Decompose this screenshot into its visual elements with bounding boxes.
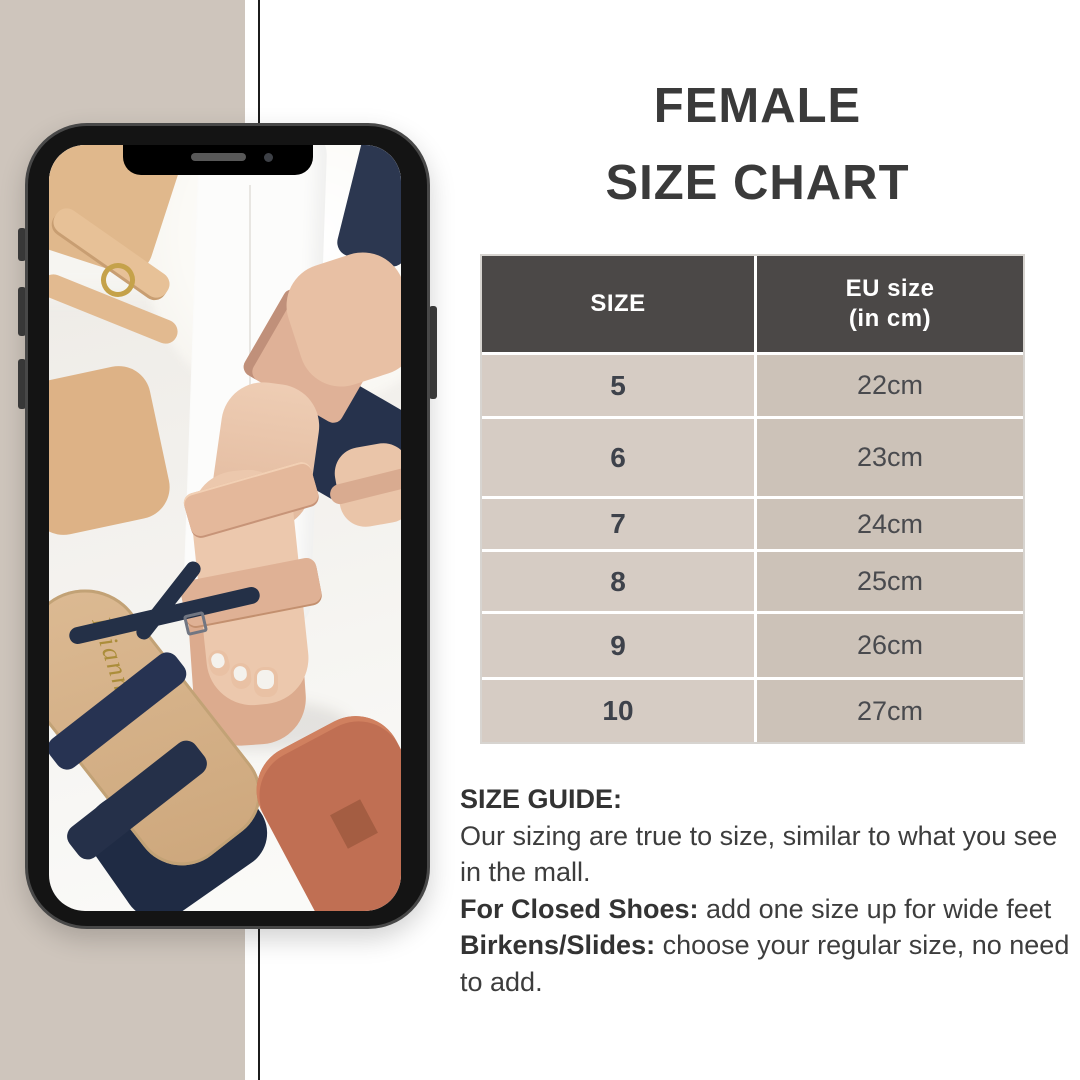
- mute-switch: [18, 228, 26, 261]
- volume-down-button: [18, 359, 26, 409]
- size-guide-closed-shoes: For Closed Shoes: add one size up for wi…: [460, 893, 1052, 924]
- column-header-size: SIZE: [482, 256, 754, 352]
- table-cell-eu: 27cm: [757, 680, 1023, 742]
- speaker-grill: [191, 153, 246, 161]
- column-header-eu-size: EU size (in cm): [757, 256, 1023, 352]
- size-chart-table: SIZE EU size (in cm) 5 22cm 6 23cm 7 24c…: [480, 254, 1025, 744]
- photo-pant-crease: [249, 185, 251, 485]
- power-button: [429, 306, 437, 399]
- table-cell-size: 10: [482, 680, 754, 742]
- table-cell-eu: 25cm: [757, 552, 1023, 611]
- photo-tan-sandal-heel: [49, 360, 176, 541]
- photo-toenail: [232, 665, 248, 682]
- phone-notch: [123, 145, 313, 175]
- table-cell-size: 6: [482, 419, 754, 496]
- size-guide-heading: SIZE GUIDE:: [460, 784, 623, 814]
- table-cell-size: 8: [482, 552, 754, 611]
- table-cell-eu: 24cm: [757, 499, 1023, 549]
- phone-screen: Dianne: [49, 145, 401, 911]
- size-guide-section: SIZE GUIDE: Our sizing are true to size,…: [460, 781, 1076, 1000]
- page-title: FEMALE SIZE CHART: [435, 68, 1080, 222]
- table-cell-size: 5: [482, 355, 754, 416]
- table-cell-eu: 26cm: [757, 614, 1023, 677]
- table-cell-eu: 22cm: [757, 355, 1023, 416]
- size-guide-intro: Our sizing are true to size, similar to …: [460, 820, 1058, 888]
- title-line-1: FEMALE: [653, 79, 862, 133]
- photo-toenail: [209, 651, 227, 670]
- table-cell-eu: 23cm: [757, 419, 1023, 496]
- table-cell-size: 7: [482, 499, 754, 549]
- size-guide-birkens: Birkens/Slides: choose your regular size…: [460, 930, 1070, 997]
- table-cell-size: 9: [482, 614, 754, 677]
- title-line-2: SIZE CHART: [605, 156, 910, 210]
- photo-toenail: [257, 670, 274, 689]
- photo-big-toe: [254, 667, 278, 697]
- volume-up-button: [18, 287, 26, 336]
- phone-mockup: Dianne: [18, 123, 437, 929]
- camera-dot: [264, 153, 273, 162]
